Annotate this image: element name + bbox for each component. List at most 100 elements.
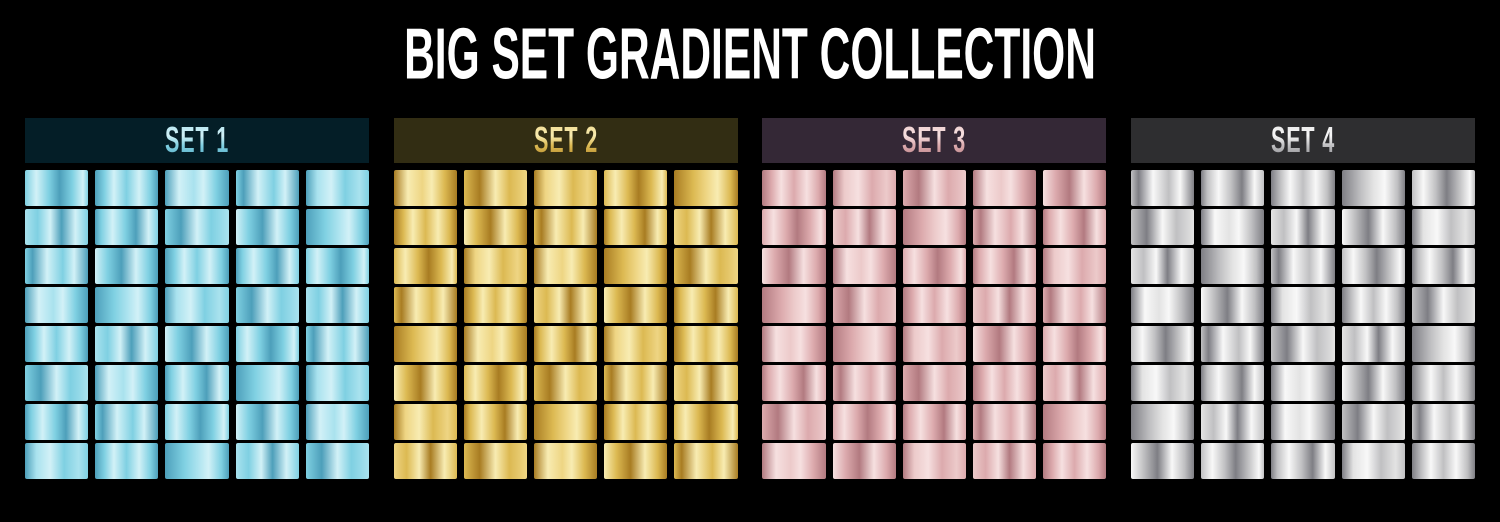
silver-gradient-swatch [1201, 287, 1265, 323]
rose-gradient-swatch [762, 404, 826, 440]
rose-gradient-swatch [1043, 248, 1107, 284]
gold-gradient-swatch [674, 365, 738, 401]
blue-gradient-swatch [165, 365, 229, 401]
blue-gradient-swatch [25, 209, 89, 245]
rose-gradient-swatch [762, 287, 826, 323]
silver-gradient-swatch [1201, 443, 1265, 479]
rose-gradient-swatch [832, 287, 896, 323]
set-4: SET 4 [1130, 118, 1475, 479]
gold-gradient-swatch [393, 404, 457, 440]
silver-gradient-swatch [1341, 365, 1405, 401]
set-4-swatch-grid [1130, 170, 1475, 479]
silver-gradient-swatch [1341, 326, 1405, 362]
silver-gradient-swatch [1271, 248, 1335, 284]
silver-gradient-swatch [1341, 209, 1405, 245]
gold-gradient-swatch [534, 365, 598, 401]
set-1-header: SET 1 [25, 118, 369, 163]
blue-gradient-swatch [95, 209, 159, 245]
set-4-header: SET 4 [1130, 118, 1475, 163]
silver-gradient-swatch [1130, 170, 1195, 206]
gold-gradient-swatch [604, 287, 668, 323]
silver-gradient-swatch [1130, 287, 1195, 323]
rose-gradient-swatch [832, 404, 896, 440]
blue-gradient-swatch [165, 443, 229, 479]
gold-gradient-swatch [604, 404, 668, 440]
gold-gradient-swatch [534, 404, 598, 440]
rose-gradient-swatch [902, 443, 966, 479]
silver-gradient-swatch [1201, 326, 1265, 362]
silver-gradient-swatch [1271, 443, 1335, 479]
silver-gradient-swatch [1411, 170, 1475, 206]
blue-gradient-swatch [95, 404, 159, 440]
gold-gradient-swatch [393, 248, 457, 284]
silver-gradient-swatch [1271, 170, 1335, 206]
gold-gradient-swatch [674, 404, 738, 440]
silver-gradient-swatch [1341, 170, 1405, 206]
set-3-label: SET 3 [902, 119, 967, 161]
blue-gradient-swatch [305, 287, 369, 323]
rose-gradient-swatch [832, 170, 896, 206]
blue-gradient-swatch [25, 287, 89, 323]
gold-gradient-swatch [463, 404, 528, 440]
gold-gradient-swatch [604, 443, 668, 479]
blue-gradient-swatch [95, 287, 159, 323]
blue-gradient-swatch [235, 287, 299, 323]
blue-gradient-swatch [165, 404, 229, 440]
rose-gradient-swatch [902, 287, 966, 323]
silver-gradient-swatch [1411, 443, 1475, 479]
set-2-header: SET 2 [393, 118, 738, 163]
rose-gradient-swatch [1043, 170, 1107, 206]
gold-gradient-swatch [674, 170, 738, 206]
silver-gradient-swatch [1130, 248, 1195, 284]
set-3-swatch-grid [762, 170, 1107, 479]
rose-gradient-swatch [902, 209, 966, 245]
silver-gradient-swatch [1130, 365, 1195, 401]
gold-gradient-swatch [534, 209, 598, 245]
silver-gradient-swatch [1271, 209, 1335, 245]
gold-gradient-swatch [604, 209, 668, 245]
gold-gradient-swatch [463, 248, 528, 284]
gold-gradient-swatch [534, 443, 598, 479]
silver-gradient-swatch [1341, 404, 1405, 440]
blue-gradient-swatch [235, 443, 299, 479]
silver-gradient-swatch [1130, 326, 1195, 362]
rose-gradient-swatch [832, 365, 896, 401]
blue-gradient-swatch [305, 443, 369, 479]
blue-gradient-swatch [25, 404, 89, 440]
set-2: SET 2 [393, 118, 738, 479]
rose-gradient-swatch [972, 404, 1037, 440]
silver-gradient-swatch [1411, 326, 1475, 362]
blue-gradient-swatch [95, 170, 159, 206]
gold-gradient-swatch [463, 443, 528, 479]
rose-gradient-swatch [1043, 287, 1107, 323]
gold-gradient-swatch [674, 209, 738, 245]
blue-gradient-swatch [25, 443, 89, 479]
gold-gradient-swatch [393, 170, 457, 206]
silver-gradient-swatch [1201, 404, 1265, 440]
blue-gradient-swatch [235, 404, 299, 440]
gold-gradient-swatch [674, 248, 738, 284]
rose-gradient-swatch [1043, 209, 1107, 245]
blue-gradient-swatch [95, 326, 159, 362]
blue-gradient-swatch [235, 209, 299, 245]
blue-gradient-swatch [95, 248, 159, 284]
set-1-label: SET 1 [164, 119, 230, 161]
silver-gradient-swatch [1411, 365, 1475, 401]
rose-gradient-swatch [832, 209, 896, 245]
gold-gradient-swatch [674, 326, 738, 362]
blue-gradient-swatch [165, 170, 229, 206]
blue-gradient-swatch [235, 326, 299, 362]
set-3: SET 3 [762, 118, 1107, 479]
rose-gradient-swatch [972, 326, 1037, 362]
rose-gradient-swatch [1043, 326, 1107, 362]
blue-gradient-swatch [235, 248, 299, 284]
gold-gradient-swatch [463, 209, 528, 245]
rose-gradient-swatch [902, 248, 966, 284]
blue-gradient-swatch [305, 326, 369, 362]
blue-gradient-swatch [165, 287, 229, 323]
blue-gradient-swatch [25, 248, 89, 284]
rose-gradient-swatch [832, 248, 896, 284]
rose-gradient-swatch [902, 365, 966, 401]
silver-gradient-swatch [1201, 170, 1265, 206]
silver-gradient-swatch [1271, 287, 1335, 323]
